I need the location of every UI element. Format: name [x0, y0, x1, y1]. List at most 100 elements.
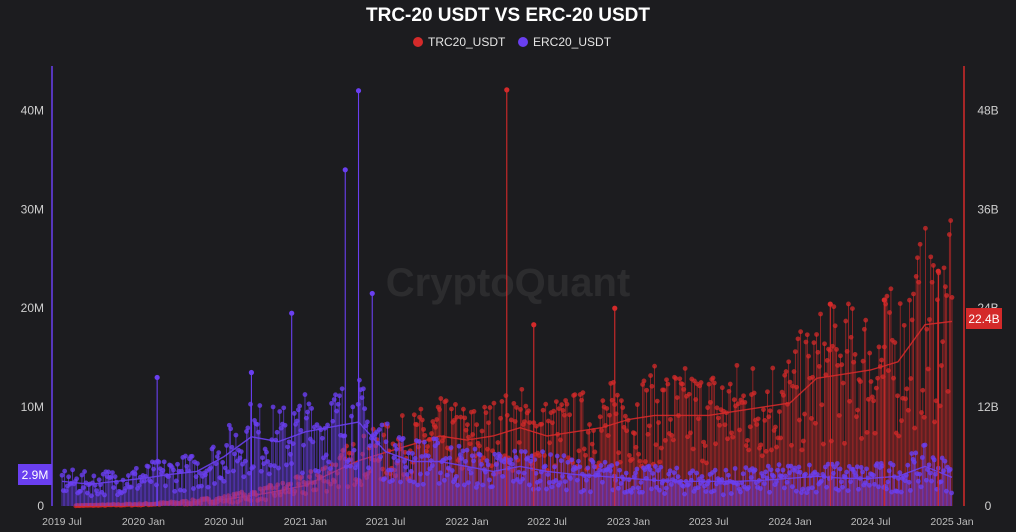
- erc20-point: [416, 439, 422, 444]
- trc20-point: [811, 340, 817, 346]
- trc20-point: [798, 329, 804, 335]
- erc20-point: [265, 459, 271, 464]
- trc20-point: [652, 363, 657, 369]
- trc20-point: [923, 225, 928, 231]
- spike-point: [531, 322, 537, 328]
- erc20-point: [472, 446, 478, 452]
- trc20-point: [806, 353, 812, 359]
- x-tick-label: 2021 Jan: [284, 516, 327, 528]
- trc20-point: [443, 398, 449, 404]
- erc20-point: [448, 445, 454, 451]
- erc20-point: [286, 439, 292, 445]
- trc20-point: [710, 375, 716, 381]
- legend-item-erc20[interactable]: ERC20_USDT: [518, 35, 612, 49]
- trc20-point: [715, 415, 721, 421]
- erc20-point: [917, 471, 923, 477]
- erc20-point: [906, 479, 912, 485]
- trc20-point: [762, 417, 768, 423]
- spike-point: [369, 290, 375, 297]
- trc20-point: [519, 386, 525, 392]
- trc20-point: [751, 390, 757, 396]
- erc20-point: [435, 440, 441, 446]
- trc20-point: [350, 441, 356, 447]
- erc20-point: [233, 432, 239, 438]
- trc20-point: [422, 432, 428, 438]
- trc20-point: [767, 408, 773, 414]
- erc20-point: [364, 419, 370, 425]
- erc20-point: [469, 453, 475, 459]
- trc20-point: [876, 344, 882, 350]
- trc20-point: [641, 378, 647, 384]
- trc20-point: [632, 431, 638, 436]
- trc20-point: [620, 405, 626, 410]
- trc20-point: [850, 306, 855, 312]
- erc20-point: [513, 455, 519, 460]
- trc20-point: [686, 391, 692, 397]
- erc20-point: [254, 421, 260, 427]
- trc20-point: [414, 422, 420, 428]
- y-right-tick-label: 12B: [977, 400, 998, 414]
- trc20-point: [815, 349, 821, 355]
- erc20-point: [655, 468, 661, 473]
- erc20-point: [309, 406, 315, 411]
- erc20-point: [740, 471, 746, 477]
- legend-item-trc20[interactable]: TRC20_USDT: [413, 35, 506, 49]
- erc20-point: [281, 405, 287, 411]
- erc20-point: [592, 464, 597, 470]
- spike-point: [612, 305, 618, 311]
- erc20-point: [410, 450, 415, 456]
- x-tick-label: 2022 Jul: [527, 516, 567, 528]
- erc20-point: [870, 472, 876, 478]
- erc20-point: [394, 446, 399, 452]
- trc20-point: [942, 284, 948, 290]
- trc20-point: [523, 403, 529, 409]
- trc20-point: [418, 406, 424, 412]
- trc20-point: [742, 399, 748, 405]
- erc20-point: [783, 473, 788, 479]
- trc20-point: [755, 416, 761, 422]
- trc20-point: [852, 352, 858, 357]
- erc20-point: [680, 483, 686, 489]
- erc20-point: [453, 474, 459, 479]
- trc20-point: [711, 380, 717, 386]
- trc20-point: [491, 400, 497, 406]
- erc20-point: [403, 464, 409, 470]
- erc20-point: [270, 404, 276, 410]
- erc20-point: [492, 451, 498, 457]
- erc20-point: [573, 466, 579, 471]
- trc20-point: [421, 426, 426, 432]
- erc20-point: [598, 463, 604, 468]
- legend[interactable]: TRC20_USDT ERC20_USDT: [413, 35, 612, 49]
- erc20-point: [419, 454, 425, 459]
- erc20-point: [379, 422, 385, 428]
- trc20-point: [758, 442, 764, 448]
- erc20-point: [485, 462, 491, 468]
- erc20-point: [832, 464, 838, 470]
- badge-erc20-bg: [18, 464, 52, 485]
- erc20-point: [329, 400, 334, 406]
- erc20-point: [282, 422, 288, 428]
- erc20-point: [449, 468, 455, 473]
- erc20-point: [195, 461, 200, 466]
- erc20-point: [512, 448, 518, 454]
- x-tick-label: 2020 Jul: [204, 516, 244, 528]
- erc20-point: [376, 427, 382, 432]
- erc20-point: [516, 469, 522, 475]
- erc20-point: [346, 457, 352, 463]
- erc20-point: [942, 458, 948, 464]
- trc20-point: [714, 405, 720, 411]
- erc20-point: [326, 459, 332, 465]
- erc20-point: [834, 461, 840, 466]
- erc20-point: [602, 459, 608, 465]
- x-tick-label: 2022 Jan: [445, 516, 488, 528]
- erc20-point: [161, 459, 167, 465]
- trc20-point: [399, 413, 405, 418]
- erc20-point: [658, 464, 664, 470]
- trc20-point: [846, 301, 851, 307]
- trc20-point: [879, 357, 885, 363]
- legend-marker-erc20: [518, 37, 528, 47]
- plot-area[interactable]: [59, 87, 955, 509]
- trc20-point: [583, 452, 588, 458]
- last-value-badge-trc20: 22.4B: [966, 308, 1002, 329]
- erc20-point: [864, 466, 869, 472]
